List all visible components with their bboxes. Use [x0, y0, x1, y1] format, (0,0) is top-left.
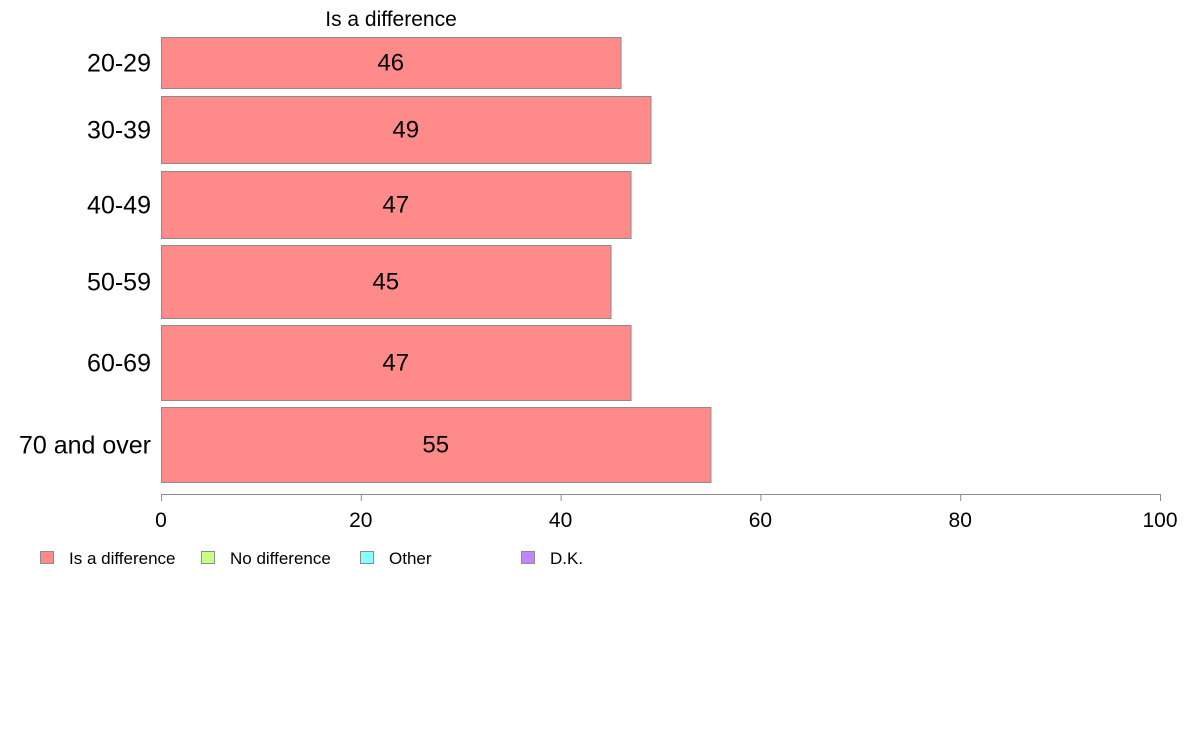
bar-value-label: 46 — [377, 50, 404, 77]
category-labels: 20-29 30-39 40-49 50-59 60-69 70 and over — [19, 50, 151, 460]
legend-label: D.K. — [550, 549, 583, 568]
legend-label: No difference — [230, 549, 331, 568]
bar-60-69 — [161, 325, 632, 401]
legend: Is a difference No difference Other D.K. — [40, 549, 583, 568]
category-label: 20-29 — [87, 50, 151, 78]
x-tick-label: 80 — [949, 509, 972, 532]
x-tick-label: 100 — [1142, 509, 1177, 532]
category-label: 70 and over — [19, 432, 151, 460]
bars-group: 46 49 47 45 47 55 — [161, 37, 712, 483]
bar-50-59 — [161, 245, 612, 319]
bar-40-49 — [161, 171, 632, 239]
bar-value-label: 45 — [372, 269, 399, 296]
x-tick-label: 0 — [155, 509, 167, 532]
category-label: 40-49 — [87, 192, 151, 220]
bar-value-label: 55 — [422, 432, 449, 459]
legend-swatch — [201, 551, 215, 564]
category-label: 60-69 — [87, 350, 151, 378]
x-axis: 0 20 40 60 80 100 — [155, 494, 1178, 532]
x-tick-label: 60 — [749, 509, 772, 532]
bar-value-label: 47 — [382, 350, 409, 377]
bar-20-29 — [161, 37, 622, 89]
legend-label: Is a difference — [69, 549, 175, 568]
chart-title: Is a difference — [325, 8, 457, 31]
bar-value-label: 47 — [382, 192, 409, 219]
category-label: 30-39 — [87, 117, 151, 145]
legend-swatch — [360, 551, 374, 564]
legend-swatch — [521, 551, 535, 564]
bar-70-and-over — [161, 407, 712, 483]
bar-30-39 — [161, 96, 652, 164]
category-label: 50-59 — [87, 269, 151, 297]
legend-swatch — [40, 551, 54, 564]
x-tick-label: 20 — [349, 509, 372, 532]
legend-label: Other — [389, 549, 432, 568]
bar-value-label: 49 — [392, 117, 419, 144]
x-tick-label: 40 — [549, 509, 572, 532]
